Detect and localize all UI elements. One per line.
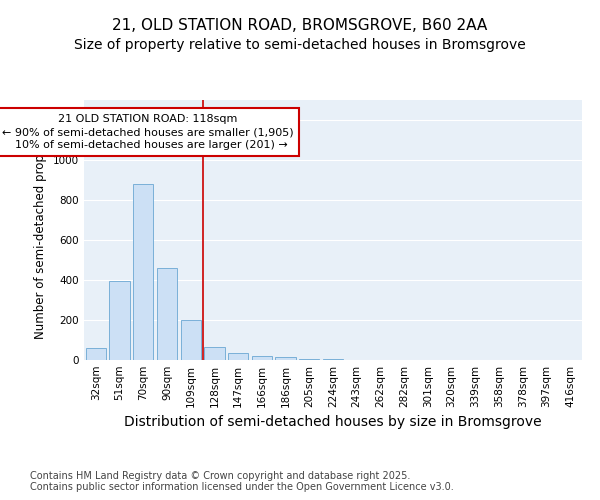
Text: 21, OLD STATION ROAD, BROMSGROVE, B60 2AA: 21, OLD STATION ROAD, BROMSGROVE, B60 2A… [112,18,488,32]
Bar [133,184,154,360]
Bar [181,320,201,360]
Text: Contains HM Land Registry data © Crown copyright and database right 2025.
Contai: Contains HM Land Registry data © Crown c… [30,471,454,492]
Bar [252,356,272,360]
Text: 21 OLD STATION ROAD: 118sqm
← 90% of semi-detached houses are smaller (1,905)
  : 21 OLD STATION ROAD: 118sqm ← 90% of sem… [2,114,294,150]
Bar [275,357,296,360]
Bar [205,347,224,360]
Bar [109,281,130,360]
Bar [323,359,343,360]
Bar [86,348,106,360]
Bar [299,358,319,360]
Bar [228,353,248,360]
Y-axis label: Number of semi-detached properties: Number of semi-detached properties [34,120,47,340]
Bar [157,268,177,360]
Text: Size of property relative to semi-detached houses in Bromsgrove: Size of property relative to semi-detach… [74,38,526,52]
X-axis label: Distribution of semi-detached houses by size in Bromsgrove: Distribution of semi-detached houses by … [124,416,542,430]
